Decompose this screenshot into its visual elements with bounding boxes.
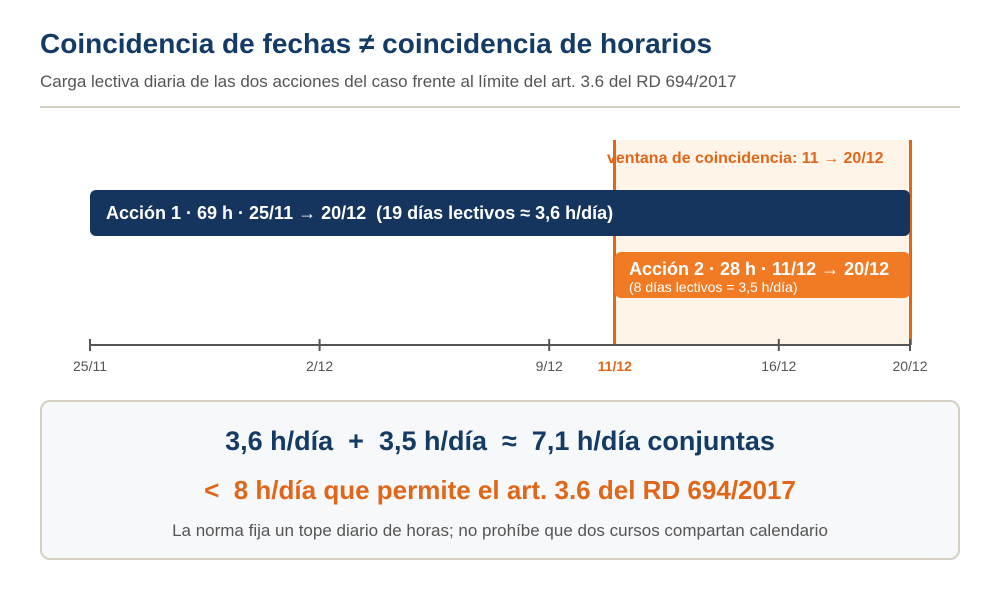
summary-box: 3,6 h/día + 3,5 h/día ≈ 7,1 h/día conjun… (40, 400, 960, 560)
axis-tick-label: 20/12 (892, 358, 927, 374)
action-1-label: Acción 1 · 69 h · 25/11 → 20/12 (19 días… (106, 202, 614, 223)
window-label: ventana de coincidencia: 11 → 20/12 (607, 150, 884, 167)
action-2-bar: Acción 2 · 28 h · 11/12 → 20/12 (8 días … (615, 252, 910, 298)
page-subtitle: Carga lectiva diaria de las dos acciones… (40, 72, 737, 91)
action-2-label: Acción 2 · 28 h · 11/12 → 20/12 (629, 259, 890, 279)
summary-note: La norma fija un tope diario de horas; n… (172, 521, 828, 540)
axis-tick-label: 9/12 (536, 358, 563, 374)
window-start-line (613, 140, 616, 345)
action-1-bar: Acción 1 · 69 h · 25/11 → 20/12 (19 días… (90, 190, 910, 236)
date-axis: 25/11 2/12 9/12 11/12 16/12 20/12 (73, 339, 928, 374)
coincidence-window (614, 140, 910, 345)
axis-tick-label: 16/12 (761, 358, 796, 374)
action-2-sublabel: (8 días lectivos = 3,5 h/día) (629, 279, 798, 295)
axis-tick-label: 11/12 (598, 358, 632, 374)
page-title: Coincidencia de fechas ≠ coincidencia de… (40, 28, 713, 59)
summary-limit: < 8 h/día que permite el art. 3.6 del RD… (204, 475, 796, 505)
summary-sum: 3,6 h/día + 3,5 h/día ≈ 7,1 h/día conjun… (225, 426, 775, 456)
axis-tick-label: 2/12 (306, 358, 333, 374)
header-divider (40, 106, 960, 108)
axis-tick-label: 25/11 (73, 358, 107, 374)
window-end-line (909, 140, 912, 345)
